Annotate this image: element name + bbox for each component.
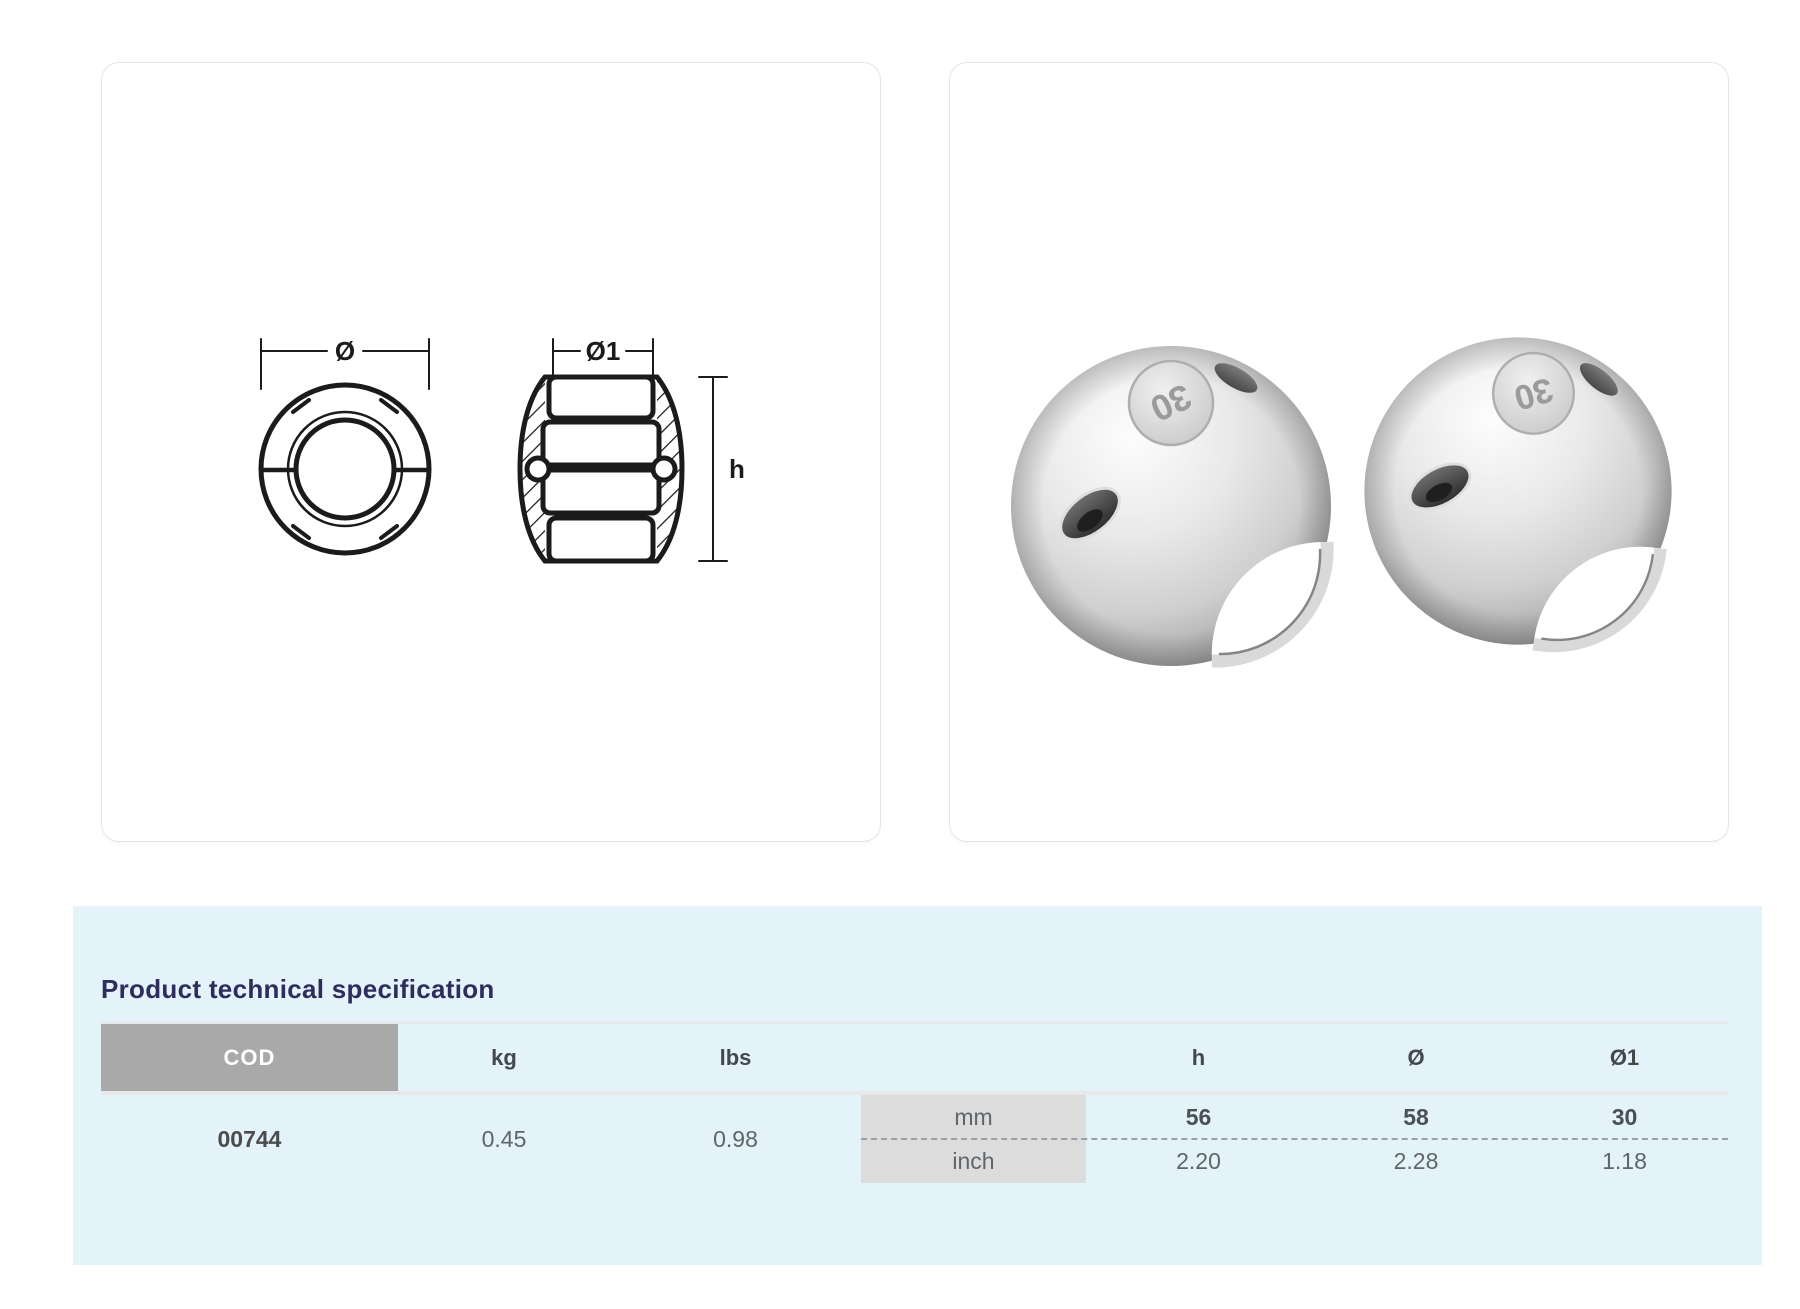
spec-title: Product technical specification bbox=[101, 973, 495, 1004]
spec-section: Product technical specification COD kg l… bbox=[73, 906, 1762, 1265]
cell-cod: 00744 bbox=[217, 1125, 282, 1152]
anode-photo: 30 bbox=[950, 63, 1726, 839]
header-h: h bbox=[1191, 1044, 1206, 1070]
cell-lbs: 0.98 bbox=[713, 1125, 758, 1152]
product-photo-panel[interactable]: 30 bbox=[949, 62, 1729, 842]
unit-inch: inch bbox=[952, 1147, 995, 1174]
cell-h-inch: 2.20 bbox=[1176, 1147, 1221, 1174]
cell-d1-inch: 1.18 bbox=[1602, 1147, 1647, 1174]
set-screw-left bbox=[524, 455, 552, 483]
side-view bbox=[517, 374, 685, 564]
set-screw-right bbox=[650, 455, 678, 483]
cell-kg: 0.45 bbox=[481, 1125, 527, 1152]
height-label: h bbox=[729, 454, 745, 484]
anode-half-left bbox=[1011, 346, 1331, 666]
cell-d-inch: 2.28 bbox=[1393, 1147, 1439, 1174]
diameter1-label: Ø1 bbox=[586, 336, 621, 366]
anode-half-right bbox=[1342, 315, 1693, 666]
cell-d-mm: 58 bbox=[1403, 1103, 1429, 1130]
front-view bbox=[258, 382, 432, 556]
mm-inch-separator bbox=[861, 1138, 1728, 1140]
cell-h-mm: 56 bbox=[1185, 1103, 1212, 1130]
technical-drawing-panel[interactable]: Ø Ø1 bbox=[101, 62, 881, 842]
header-lbs: lbs bbox=[719, 1044, 752, 1070]
table-header-row: COD kg lbs h Ø Ø1 bbox=[101, 1022, 1728, 1091]
anode-technical-drawing: Ø Ø1 bbox=[258, 336, 745, 564]
unit-mm: mm bbox=[954, 1103, 993, 1130]
header-diameter: Ø bbox=[1407, 1044, 1425, 1070]
diameter-dimension bbox=[260, 338, 430, 390]
height-dimension bbox=[698, 376, 728, 562]
table-row: 00744 0.45 0.98 mm 56 58 30 inch 2.20 2.… bbox=[101, 1095, 1728, 1183]
header-divider bbox=[101, 1091, 1728, 1095]
diameter-label: Ø bbox=[335, 336, 355, 366]
header-kg: kg bbox=[491, 1044, 517, 1070]
header-cod: COD bbox=[101, 1024, 398, 1091]
spec-table: COD kg lbs h Ø Ø1 00744 0.45 0.98 mm 56 … bbox=[101, 1022, 1728, 1183]
header-diameter1: Ø1 bbox=[1609, 1044, 1640, 1070]
header-units-spacer bbox=[861, 1024, 1086, 1091]
cell-d1-mm: 30 bbox=[1611, 1103, 1638, 1130]
